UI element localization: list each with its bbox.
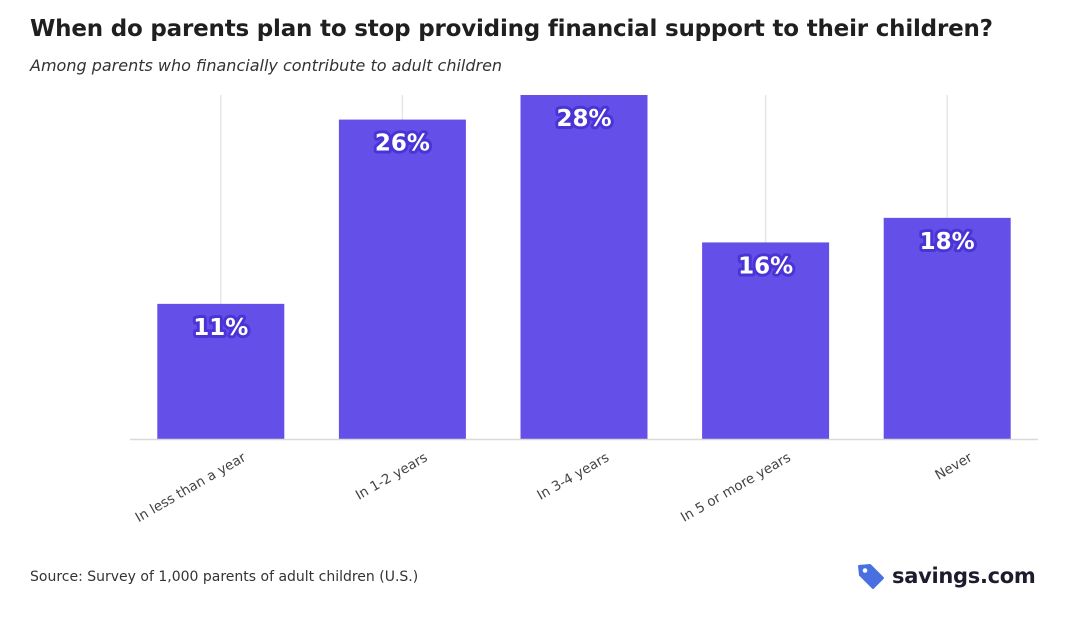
bar (520, 95, 648, 439)
x-tick-label: In 5 or more years (678, 450, 794, 526)
x-tick-label: Never (932, 449, 975, 483)
value-label: 18% (920, 229, 975, 255)
value-label: 26% (375, 131, 430, 157)
chart-subtitle: Among parents who financially contribute… (30, 56, 503, 75)
x-tick-label: In 3-4 years (534, 450, 612, 504)
brand-name: savings.com (892, 564, 1036, 588)
value-label: 16% (738, 253, 793, 279)
bar (702, 242, 830, 439)
bar (883, 217, 1011, 439)
bar-chart: 11% 26% 28% 16% 18% In less than a year In 1-2… (130, 95, 1038, 526)
value-label: 11% (193, 315, 248, 341)
x-tick-label: In less than a year (133, 449, 250, 526)
chart-title: When do parents plan to stop providing f… (30, 16, 993, 42)
price-tag-icon (858, 564, 884, 589)
x-tick-label: In 1-2 years (353, 450, 431, 504)
bar (157, 303, 285, 439)
bar (338, 119, 466, 440)
source-note: Source: Survey of 1,000 parents of adult… (30, 569, 419, 585)
value-label: 28% (556, 106, 611, 132)
savings-logo: savings.com (856, 562, 1036, 590)
